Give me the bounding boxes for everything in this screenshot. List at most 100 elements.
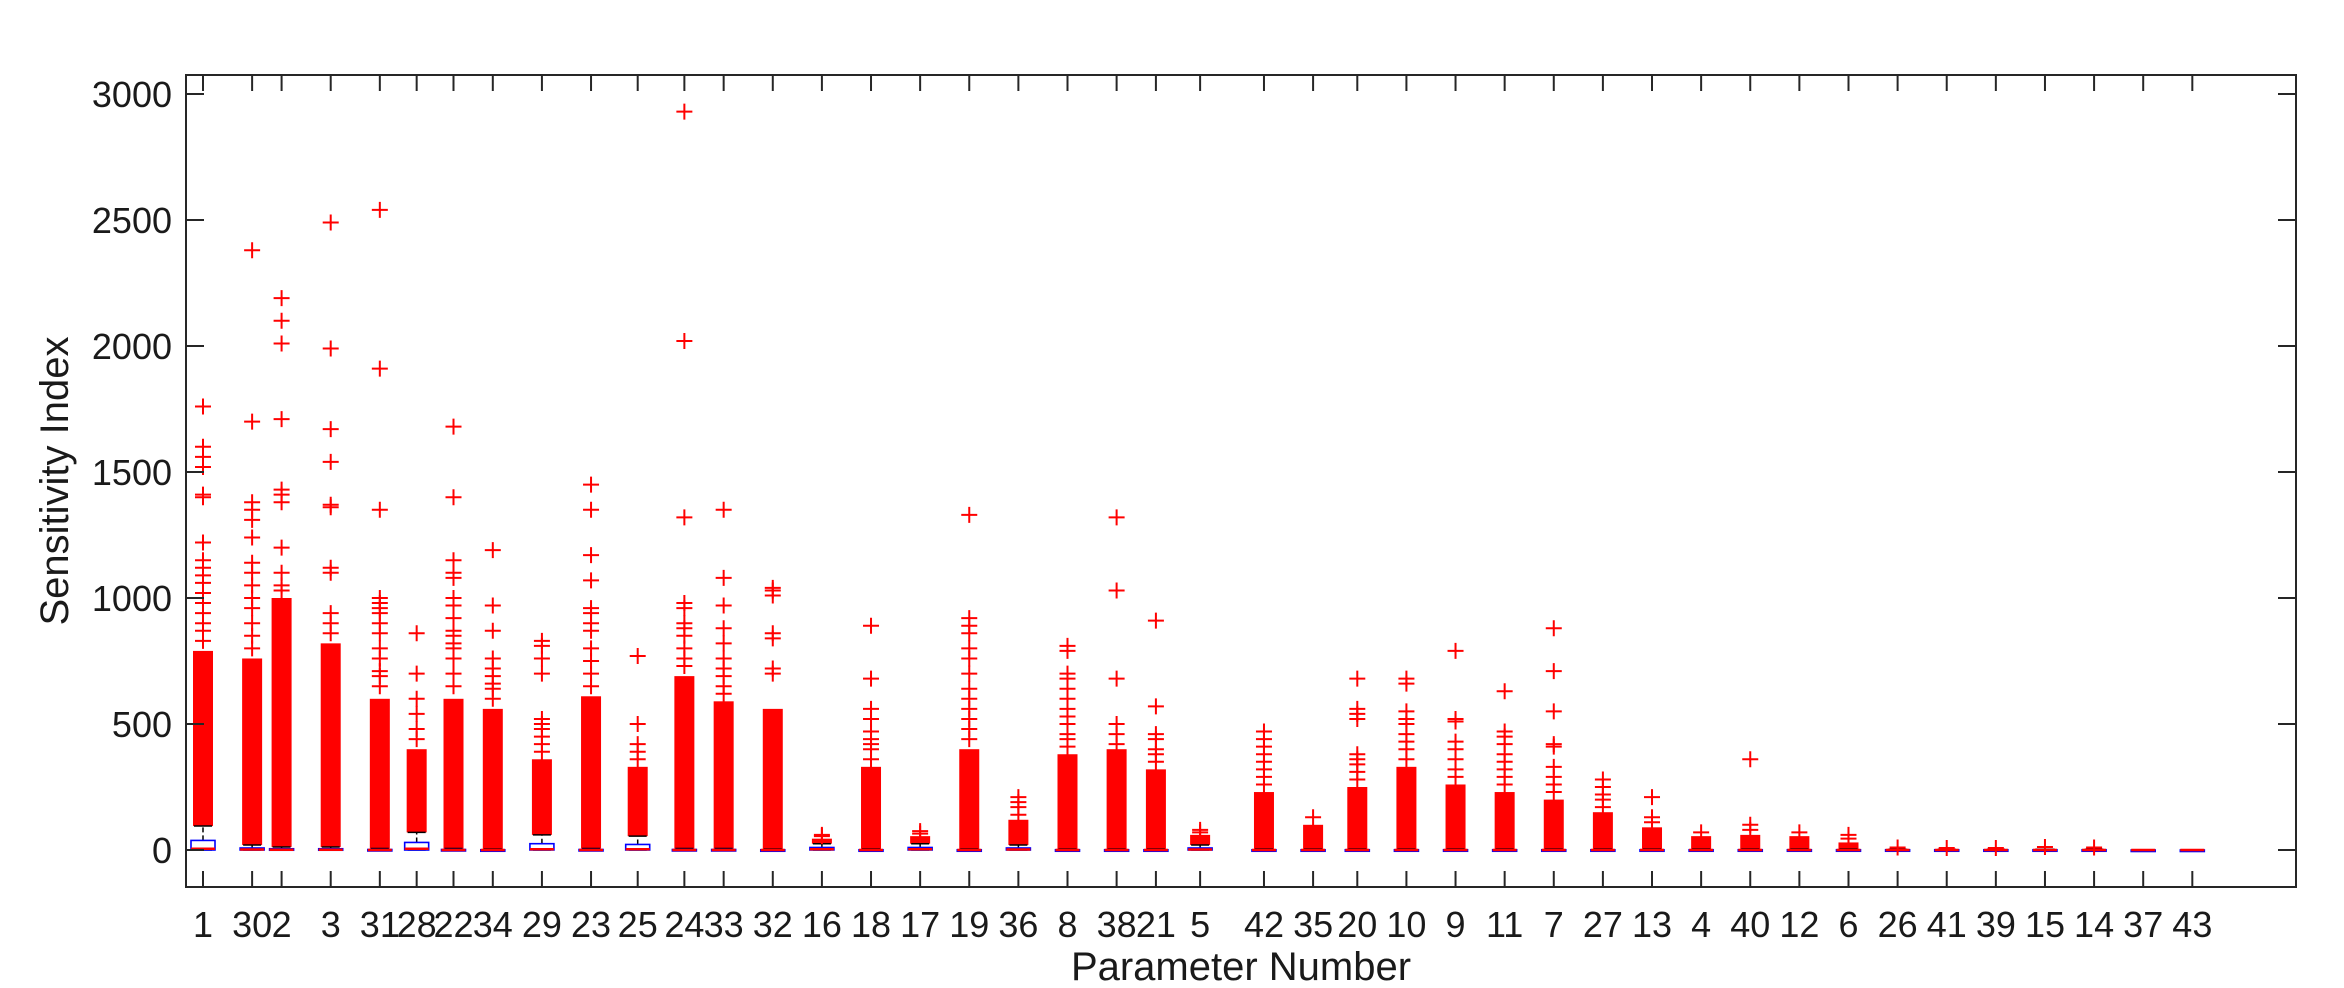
outlier-point — [961, 640, 978, 657]
box-group-9 — [1442, 642, 1469, 853]
outlier-point — [1545, 663, 1562, 680]
outlier-point — [1010, 789, 1027, 806]
x-tick-label: 26 — [1878, 904, 1918, 945]
box-group-27 — [1590, 771, 1616, 853]
outlier-band — [674, 676, 695, 849]
outlier-point — [484, 542, 501, 559]
outlier-point — [1594, 771, 1611, 788]
y-tick-label: 2500 — [92, 200, 172, 241]
box-group-36 — [1005, 789, 1032, 851]
box — [403, 841, 430, 851]
outlier-band — [1642, 827, 1663, 849]
outlier-point — [1644, 809, 1661, 826]
x-tick-label: 29 — [522, 904, 562, 945]
outlier-point — [1987, 839, 2004, 856]
box-group-6 — [1835, 826, 1862, 853]
outlier-point — [1545, 620, 1562, 637]
x-tick-label: 25 — [618, 904, 658, 945]
outlier-band — [1543, 799, 1564, 849]
x-tick-label: 1 — [193, 904, 213, 945]
outlier-band — [1008, 819, 1029, 845]
outlier-point — [1059, 637, 1076, 654]
outlier-band — [443, 698, 464, 849]
outlier-point — [1192, 821, 1209, 838]
x-tick-label: 20 — [1337, 904, 1377, 945]
x-tick-label: 6 — [1838, 904, 1858, 945]
x-tick-label: 17 — [900, 904, 940, 945]
outlier-point — [371, 640, 388, 657]
outlier-band — [1494, 792, 1515, 849]
box-group-1 — [190, 398, 216, 851]
outlier-point — [961, 610, 978, 627]
box-group-14 — [2081, 839, 2107, 856]
outlier-point — [863, 670, 880, 687]
x-tick-label: 5 — [1190, 904, 1210, 945]
outlier-band — [762, 708, 783, 849]
x-tick-label: 30 — [232, 904, 272, 945]
outlier-point — [813, 826, 830, 843]
x-tick-label: 33 — [704, 904, 744, 945]
outlier-point — [1447, 733, 1464, 750]
box-group-2 — [268, 290, 295, 852]
outlier-point — [583, 572, 600, 589]
x-tick-label: 41 — [1927, 904, 1967, 945]
outlier-point — [1059, 665, 1076, 682]
box-group-41 — [1933, 839, 1960, 856]
outlier-point — [1108, 582, 1125, 599]
outlier-point — [583, 547, 600, 564]
outlier-point — [1742, 816, 1759, 833]
x-tick-label: 31 — [360, 904, 400, 945]
outlier-band — [713, 701, 734, 849]
outlier-point — [445, 418, 462, 435]
outlier-point — [1496, 683, 1513, 700]
outlier-point — [322, 496, 339, 513]
outlier-point — [715, 501, 732, 518]
box-group-34 — [480, 542, 506, 853]
outlier-point — [445, 590, 462, 606]
outlier-point — [676, 103, 693, 120]
x-tick-label: 39 — [1976, 904, 2016, 945]
outlier-point — [371, 501, 388, 518]
outlier-band — [1740, 834, 1761, 849]
box-group-17 — [907, 823, 933, 851]
outlier-point — [1545, 703, 1562, 720]
outlier-point — [244, 494, 261, 511]
outlier-point — [1447, 710, 1464, 727]
box-group-7 — [1540, 620, 1567, 853]
outlier-point — [1147, 726, 1164, 743]
x-tick-label: 28 — [397, 904, 437, 945]
outlier-point — [273, 539, 290, 556]
outlier-point — [273, 564, 290, 581]
box-group-37 — [2130, 848, 2157, 853]
x-tick-label: 7 — [1544, 904, 1564, 945]
y-tick-label: 500 — [112, 704, 172, 745]
outlier-point — [195, 398, 211, 415]
outlier-point — [1108, 670, 1125, 687]
x-tick-label: 2 — [272, 904, 292, 945]
x-tick-label: 4 — [1691, 904, 1711, 945]
chart-marks — [190, 103, 2206, 856]
outlier-point — [764, 625, 781, 642]
outlier-point — [715, 650, 732, 667]
box-group-18 — [858, 617, 884, 853]
outlier-band — [406, 749, 427, 833]
outlier-band — [1347, 787, 1368, 849]
box-group-5 — [1187, 821, 1213, 851]
outlier-point — [371, 360, 388, 377]
x-tick-label: 11 — [1486, 904, 1523, 945]
box-group-25 — [624, 647, 651, 851]
outlier-point — [961, 680, 978, 697]
outlier-band — [193, 650, 213, 827]
outlier-point — [1496, 723, 1513, 740]
outlier-point — [273, 312, 290, 329]
box-group-10 — [1393, 670, 1420, 853]
outlier-point — [1742, 751, 1759, 768]
x-tick-label: 34 — [473, 904, 513, 945]
outlier-point — [1349, 670, 1366, 687]
x-tick-label: 36 — [998, 904, 1038, 945]
x-tick-label: 3 — [321, 904, 341, 945]
box-group-4 — [1688, 824, 1714, 853]
outlier-point — [1108, 716, 1125, 732]
y-tick-label: 1500 — [92, 452, 172, 493]
